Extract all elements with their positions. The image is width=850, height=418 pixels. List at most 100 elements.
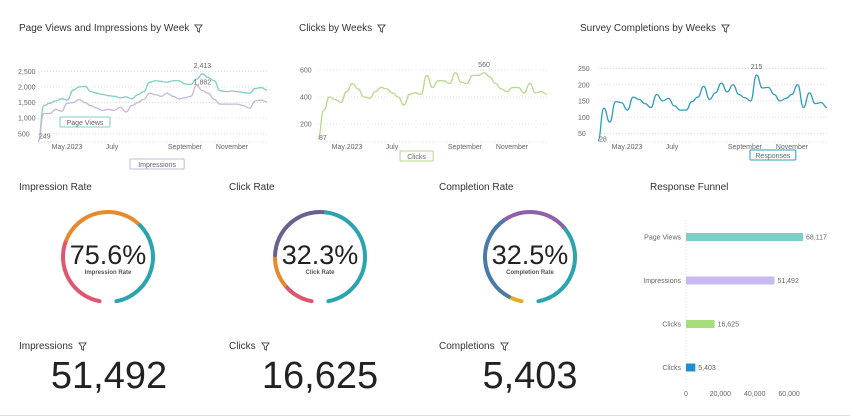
gauge-title-completion-rate: Completion Rate <box>439 182 514 193</box>
y-tick-label: 400 <box>300 94 312 101</box>
svg-text:Responses: Responses <box>755 153 791 160</box>
gauge-value: 32.3% <box>281 240 359 270</box>
gauge-completion-rate <box>483 210 577 304</box>
x-tick-label: July <box>666 144 679 151</box>
y-tick-label: 100 <box>578 115 590 122</box>
svg-text:Clicks: Clicks <box>407 154 426 161</box>
data-annotation: 28 <box>599 137 607 144</box>
gauge-click-rate <box>273 210 367 304</box>
data-annotation: 2,413 <box>194 63 212 70</box>
x-tick-label: 0 <box>684 391 688 398</box>
filter-icon[interactable] <box>77 342 87 351</box>
gauge-readout: 32.3% Click Rate <box>265 240 375 276</box>
x-tick-label: May 2023 <box>612 144 643 151</box>
gauge-title-impression-rate: Impression Rate <box>19 182 92 193</box>
x-tick-label: November <box>496 144 529 151</box>
gauge-label: Click Rate <box>305 270 335 276</box>
y-tick-label: 200 <box>300 121 312 128</box>
x-tick-label: May 2023 <box>52 144 83 151</box>
bar-category-label: Page Views <box>644 235 681 242</box>
filter-icon[interactable] <box>260 342 270 351</box>
x-tick-label: 40,000 <box>744 391 766 398</box>
funnel-bar[interactable] <box>686 276 775 285</box>
filter-icon[interactable] <box>377 24 387 33</box>
x-tick-label: May 2023 <box>332 144 363 151</box>
funnel-bar-chart: Page Views 68,117 Impressions 51,492 Clicks 1… <box>643 220 827 398</box>
gauge-segment <box>508 295 524 304</box>
data-annotation: 215 <box>751 64 763 71</box>
x-tick-label: 60,000 <box>778 391 800 398</box>
x-tick-label: November <box>776 144 809 151</box>
chart-title-page-views: Page Views and Impressions by Week <box>19 23 204 34</box>
y-tick-label: 150 <box>578 99 590 106</box>
y-tick-label: 1,000 <box>18 116 36 123</box>
x-tick-label: 20,000 <box>710 391 732 398</box>
filter-icon[interactable] <box>720 24 730 33</box>
gauge-readout: 32.5% Completion Rate <box>475 240 585 276</box>
y-tick-label: 1,500 <box>18 100 36 107</box>
line-chart-clicks: 200 400 600 May 2023 July September November Cl… <box>300 62 548 162</box>
gauge-segment <box>536 227 577 304</box>
gauge-impression-rate <box>61 210 155 304</box>
series-label: Page Views <box>59 116 111 128</box>
y-tick-label: 50 <box>578 131 586 138</box>
funnel-bar[interactable] <box>686 363 696 372</box>
series-line-clicks <box>317 72 548 140</box>
chart-title-clicks: Clicks by Weeks <box>299 23 387 34</box>
bar-value-label: 5,403 <box>698 365 716 372</box>
y-tick-label: 2,000 <box>18 84 36 91</box>
x-tick-label: September <box>728 144 763 151</box>
gauge-readout: 75.6% Impression Rate <box>53 240 163 276</box>
svg-text:Page Views: Page Views <box>67 120 104 127</box>
data-annotation: 249 <box>39 134 51 141</box>
gauge-label: Impression Rate <box>84 270 132 276</box>
gauge-segment <box>273 210 327 258</box>
data-annotation: 1,882 <box>194 80 212 87</box>
filter-icon[interactable] <box>194 24 204 33</box>
kpi-title-clicks: Clicks <box>229 341 270 352</box>
kpi-title-completions: Completions <box>439 341 509 352</box>
gauge-title-click-rate: Click Rate <box>229 182 275 193</box>
filter-icon[interactable] <box>499 342 509 351</box>
y-tick-label: 500 <box>18 131 30 138</box>
y-tick-label: 600 <box>300 68 312 75</box>
gauge-segment <box>283 283 314 304</box>
x-tick-label: July <box>106 144 119 151</box>
y-tick-label: 250 <box>578 66 590 73</box>
chart-title-survey: Survey Completions by Weeks <box>580 23 730 34</box>
svg-text:Impressions: Impressions <box>138 162 176 169</box>
funnel-bar[interactable] <box>686 320 715 328</box>
gauge-segment <box>64 210 141 242</box>
gauge-segment <box>483 218 511 299</box>
line-chart-page-views: 500 1,000 1,500 2,000 2,500 May 2023 July Septe… <box>18 63 268 170</box>
series-line-impressions <box>37 84 268 143</box>
x-tick-label: September <box>168 144 203 151</box>
gauge-segment <box>503 210 567 231</box>
x-tick-label: July <box>386 144 399 151</box>
series-line-responses <box>597 74 828 142</box>
gauge-segment <box>273 254 287 287</box>
series-line-page-views <box>37 73 268 143</box>
gauge-segment <box>61 238 102 304</box>
gauge-value: 75.6% <box>69 240 147 270</box>
kpi-value-clicks: 16,625 <box>261 355 379 397</box>
series-label: Impressions <box>129 158 185 170</box>
funnel-bar[interactable] <box>686 233 803 241</box>
data-annotation: 87 <box>319 135 327 142</box>
line-chart-survey: 50 100 150 200 250 May 2023 July September Novem… <box>578 64 828 161</box>
bar-value-label: 16,625 <box>718 322 740 329</box>
x-tick-label: September <box>448 144 483 151</box>
kpi-value-impressions: 51,492 <box>50 355 168 397</box>
series-label: Clicks <box>399 150 434 162</box>
bar-category-label: Clicks <box>662 322 681 329</box>
gauge-value: 32.5% <box>491 240 569 270</box>
bar-value-label: 68,117 <box>806 235 827 242</box>
bar-category-label: Impressions <box>643 278 681 285</box>
data-annotation: 560 <box>478 62 490 69</box>
gauge-label: Completion Rate <box>506 270 554 276</box>
x-tick-label: November <box>216 144 249 151</box>
gauge-segment <box>323 210 367 304</box>
kpi-title-impressions: Impressions <box>19 341 87 352</box>
gauge-segment <box>114 223 155 304</box>
y-tick-label: 2,500 <box>18 69 36 76</box>
